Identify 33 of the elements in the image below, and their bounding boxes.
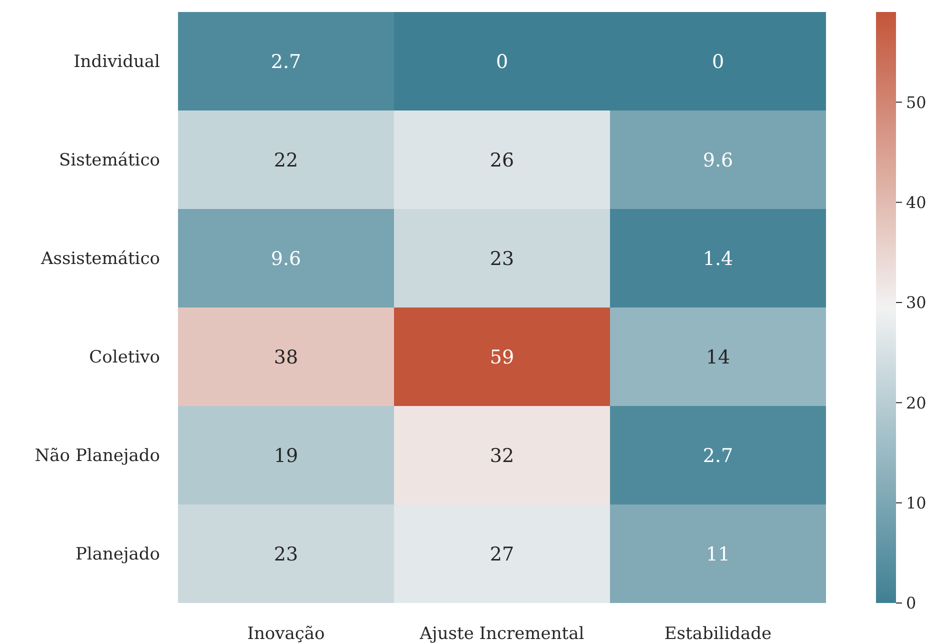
color-bar-label: 20 (906, 393, 926, 412)
data-label: 9.6 (702, 149, 734, 172)
data-label: 14 (706, 346, 730, 368)
data-label: 9.6 (270, 248, 302, 270)
x-tick-label: Estabilidade (664, 624, 772, 644)
data-label: 22 (274, 149, 298, 172)
color-bar-label: 10 (906, 493, 926, 512)
data-label: 59 (490, 346, 514, 368)
data-label: 2.7 (702, 444, 734, 467)
data-label: 23 (274, 543, 298, 566)
y-tick-label: Planejado (75, 544, 160, 565)
color-bar-label: 0 (906, 594, 916, 613)
color-bar-label: 30 (906, 293, 926, 312)
data-label: 23 (490, 248, 514, 270)
color-bar-label: 40 (906, 192, 926, 212)
x-tick-label: Ajuste Incremental (418, 624, 584, 644)
data-label: 32 (490, 444, 514, 467)
data-label: 11 (706, 543, 730, 566)
data-label: 0 (496, 50, 508, 73)
data-label: 27 (490, 543, 514, 566)
data-label: 2.7 (270, 50, 302, 73)
y-tick-label: Assistemático (40, 249, 160, 270)
y-tick-label: Individual (74, 52, 160, 72)
data-label: 26 (490, 149, 514, 172)
x-tick-label: Inovação (247, 624, 325, 644)
data-label: 1.4 (702, 248, 734, 270)
color-bar-label: 50 (906, 92, 926, 112)
y-tick-label: Não Planejado (34, 446, 160, 466)
y-tick-label: Coletivo (89, 348, 160, 368)
y-tick-label: Sistemático (59, 150, 160, 171)
data-label: 0 (712, 50, 724, 73)
data-label: 19 (274, 444, 298, 467)
data-label: 38 (274, 346, 298, 368)
